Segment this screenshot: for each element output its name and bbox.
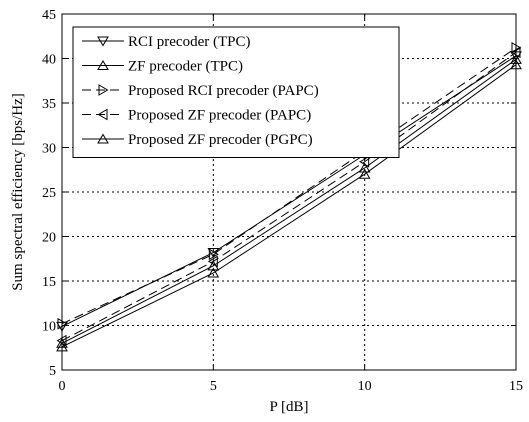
x-tick-label: 5 bbox=[210, 379, 217, 394]
legend: RCI precoder (TPC) ZF precoder (TPC) Propo… bbox=[72, 26, 400, 158]
legend-label: RCI precoder (TPC) bbox=[128, 34, 250, 50]
legend-item: RCI precoder (TPC) bbox=[82, 34, 250, 50]
data-point-marker bbox=[358, 168, 371, 179]
data-point-marker bbox=[207, 255, 218, 268]
series-line bbox=[61, 64, 517, 348]
y-tick-label: 10 bbox=[42, 320, 56, 335]
y-axis-label: Sum spectral efficiency [bps/Hz] bbox=[10, 93, 26, 291]
x-tick-label: 10 bbox=[358, 379, 372, 394]
data-point-marker bbox=[358, 162, 371, 173]
y-tick-label: 15 bbox=[42, 275, 56, 290]
data-point-marker bbox=[97, 108, 108, 121]
y-tick-label: 25 bbox=[42, 186, 56, 201]
series-2 bbox=[56, 59, 522, 352]
data-point-marker bbox=[97, 60, 109, 70]
data-point-marker bbox=[208, 248, 219, 261]
legend-item: Proposed ZF precoder (PAPC) bbox=[82, 108, 311, 124]
y-tick-label: 35 bbox=[42, 97, 56, 112]
data-point-marker bbox=[97, 133, 109, 144]
legend-box bbox=[72, 26, 400, 158]
legend-item: Proposed RCI precoder (PAPC) bbox=[82, 83, 319, 99]
y-tick-label: 5 bbox=[49, 364, 56, 379]
x-tick-label: 15 bbox=[509, 379, 523, 394]
y-tick-label: 40 bbox=[42, 53, 56, 68]
series-line bbox=[61, 47, 517, 325]
series-line bbox=[61, 58, 517, 344]
legend-label: ZF precoder (TPC) bbox=[128, 59, 243, 75]
data-point-marker bbox=[207, 267, 220, 278]
legend-label: Proposed ZF precoder (PAPC) bbox=[128, 108, 311, 124]
data-point-marker bbox=[207, 260, 220, 271]
series-layer bbox=[56, 41, 522, 352]
x-tick-label: 0 bbox=[59, 379, 66, 394]
y-tick-label: 20 bbox=[42, 231, 56, 246]
legend-label: Proposed RCI precoder (PAPC) bbox=[128, 83, 319, 99]
y-tick-label: 30 bbox=[42, 142, 56, 157]
series-line bbox=[61, 55, 517, 327]
legend-item: ZF precoder (TPC) bbox=[82, 59, 243, 75]
legend-item: Proposed ZF precoder (PGPC) bbox=[82, 132, 313, 148]
legend-label: Proposed ZF precoder (PGPC) bbox=[128, 132, 313, 148]
data-point-marker bbox=[98, 84, 109, 96]
data-point-marker bbox=[97, 36, 109, 47]
x-axis-label: P [dB] bbox=[269, 399, 308, 415]
series-line bbox=[61, 51, 517, 342]
y-tick-label: 45 bbox=[42, 8, 56, 23]
